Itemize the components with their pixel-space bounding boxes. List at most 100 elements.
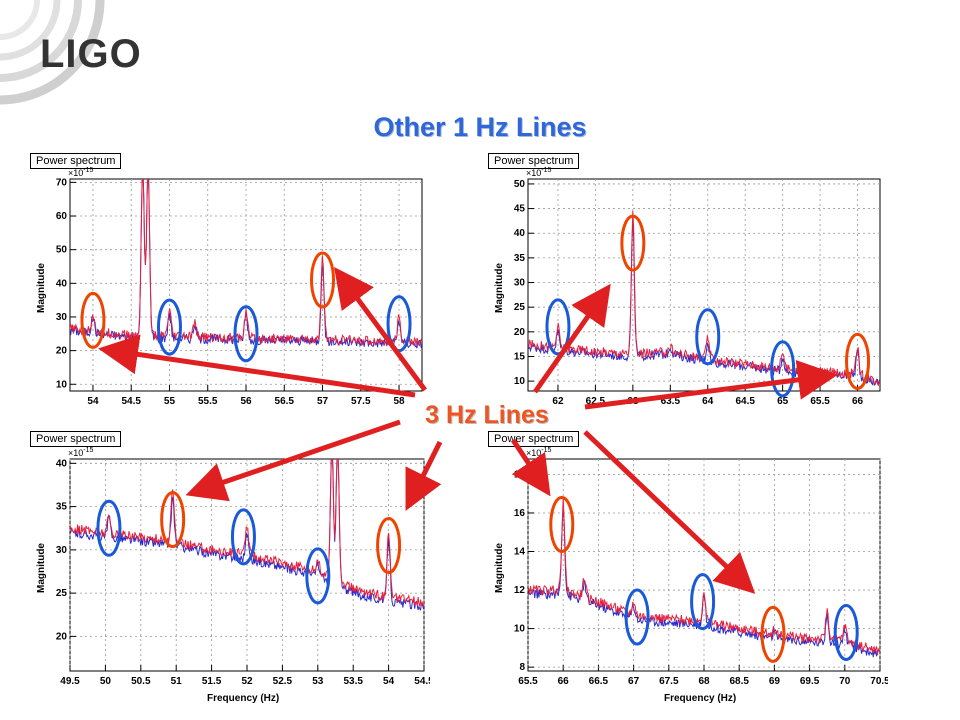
x-tick-label: 69 [769, 676, 781, 687]
y-axis-label: Magnitude [36, 263, 47, 313]
x-tick-label: 54.5 [414, 676, 430, 687]
chart-svg: 49.5 50 50.5 51 51.5 52 52.5 53 53.5 54 54.5 20 25 30… [56, 458, 430, 687]
x-axis-label: Frequency (Hz) [664, 693, 737, 704]
y-tick-label: 10 [514, 376, 526, 387]
y-exponent: ×10-15 [68, 447, 93, 458]
three-hz-marker [760, 605, 786, 663]
y-tick-label: 20 [56, 631, 68, 642]
y-tick-label: 25 [514, 302, 526, 313]
x-tick-label: 51.5 [202, 676, 222, 687]
logo-arcs-graphic [0, 0, 105, 105]
three-hz-marker [80, 291, 106, 349]
spectrum-trace-red [70, 459, 424, 609]
x-tick-label: 65.5 [810, 396, 830, 407]
y-exponent: ×10-15 [526, 167, 551, 178]
y-axis-label: Magnitude [494, 543, 505, 593]
x-tick-label: 54 [87, 396, 99, 407]
x-tick-label: 68.5 [729, 676, 749, 687]
x-tick-label: 70.5 [870, 676, 888, 687]
y-tick-label: 8 [519, 662, 525, 673]
x-tick-label: 56.5 [275, 396, 295, 407]
y-tick-label: 30 [56, 312, 68, 323]
y-tick-label: 50 [514, 179, 526, 190]
one-hz-marker [96, 499, 122, 557]
x-tick-label: 50 [100, 676, 112, 687]
one-hz-marker [305, 547, 331, 605]
chart-svg: 65.5 66 66.5 67 67.5 68 68.5 69 69.5 70 70.5 8 10 12 1… [514, 458, 888, 687]
power-spectrum-label: Power spectrum [488, 153, 580, 169]
x-tick-label: 67 [628, 676, 640, 687]
spectrum-panel-top-left: 54 54.5 55 55.5 56 56.5 57 57.5 58 10 20 30 40 50 60 70… [30, 153, 430, 415]
y-tick-label: 40 [56, 458, 68, 469]
y-tick-label: 40 [514, 228, 526, 239]
y-exponent: ×10-15 [68, 167, 93, 178]
x-tick-label: 67.5 [659, 676, 679, 687]
y-tick-label: 70 [56, 177, 68, 188]
y-tick-label: 40 [56, 278, 68, 289]
x-tick-label: 53.5 [343, 676, 363, 687]
y-tick-label: 14 [514, 547, 526, 558]
y-tick-label: 35 [56, 502, 68, 513]
power-spectrum-label: Power spectrum [488, 431, 580, 447]
x-tick-label: 52.5 [273, 676, 293, 687]
power-spectrum-label: Power spectrum [30, 153, 122, 169]
chart-svg: 62 62.5 63 63.5 64 64.5 65 65.5 66 10 15 20 25 30 35 40… [514, 178, 881, 407]
spectrum-panel-bottom-right: 65.5 66 66.5 67 67.5 68 68.5 69 69.5 70 70.5 8 10 12 1… [488, 431, 888, 711]
x-tick-label: 65.5 [518, 676, 538, 687]
chart-svg: 54 54.5 55 55.5 56 56.5 57 57.5 58 10 20 30 40 50 60 70 [56, 177, 423, 407]
x-tick-label: 64.5 [735, 396, 755, 407]
spectrum-panel-top-right: 62 62.5 63 63.5 64 64.5 65 65.5 66 10 15 20 25 30 35 40… [488, 153, 888, 415]
x-tick-label: 68 [698, 676, 710, 687]
y-tick-label: 50 [56, 245, 68, 256]
x-tick-label: 53 [312, 676, 324, 687]
x-tick-label: 55 [164, 396, 176, 407]
x-tick-label: 63.5 [661, 396, 681, 407]
spectrum-trace-blue [70, 459, 424, 611]
y-tick-label: 12 [514, 585, 526, 596]
x-tick-label: 69.5 [800, 676, 820, 687]
x-tick-label: 64 [702, 396, 714, 407]
x-tick-label: 51 [171, 676, 183, 687]
x-tick-label: 55.5 [198, 396, 218, 407]
x-tick-label: 63 [627, 396, 639, 407]
y-tick-label: 18 [514, 469, 526, 480]
y-exponent-base: ×10 [526, 448, 542, 458]
y-axis-label: Magnitude [494, 263, 505, 313]
spectrum-panel-bottom-left: 49.5 50 50.5 51 51.5 52 52.5 53 53.5 54 54.5 20 25 30… [30, 431, 430, 711]
x-tick-label: 66 [558, 676, 570, 687]
ligo-logo: LIGO [40, 32, 142, 76]
y-exponent-power: -15 [541, 447, 552, 454]
y-tick-label: 10 [56, 379, 68, 390]
y-tick-label: 45 [514, 204, 526, 215]
y-tick-label: 10 [514, 624, 526, 635]
x-tick-label: 57 [317, 396, 329, 407]
x-tick-label: 52 [241, 676, 253, 687]
y-tick-label: 30 [56, 545, 68, 556]
x-tick-label: 65 [777, 396, 789, 407]
y-tick-label: 25 [56, 588, 68, 599]
slide-title: Other 1 Hz Lines [373, 112, 587, 142]
x-tick-label: 54.5 [121, 396, 141, 407]
y-exponent-base: ×10 [68, 448, 84, 458]
x-tick-label: 62 [552, 396, 564, 407]
three-hz-marker [376, 517, 402, 575]
three-hz-marker [310, 251, 336, 309]
power-spectrum-label: Power spectrum [30, 431, 122, 447]
y-tick-label: 35 [514, 253, 526, 264]
y-tick-label: 30 [514, 278, 526, 289]
y-exponent-base: ×10 [526, 168, 542, 178]
three-hz-marker [549, 496, 575, 554]
one-hz-marker [230, 508, 256, 566]
y-tick-label: 20 [56, 346, 68, 357]
x-tick-label: 66 [852, 396, 864, 407]
y-exponent-base: ×10 [68, 168, 84, 178]
one-hz-marker [833, 603, 859, 661]
x-tick-label: 50.5 [131, 676, 151, 687]
x-tick-label: 70 [839, 676, 851, 687]
x-tick-label: 56 [240, 396, 252, 407]
three-hz-marker [620, 214, 646, 272]
x-tick-label: 58 [393, 396, 405, 407]
x-tick-label: 49.5 [60, 676, 80, 687]
y-tick-label: 20 [514, 327, 526, 338]
x-tick-label: 54 [383, 676, 395, 687]
